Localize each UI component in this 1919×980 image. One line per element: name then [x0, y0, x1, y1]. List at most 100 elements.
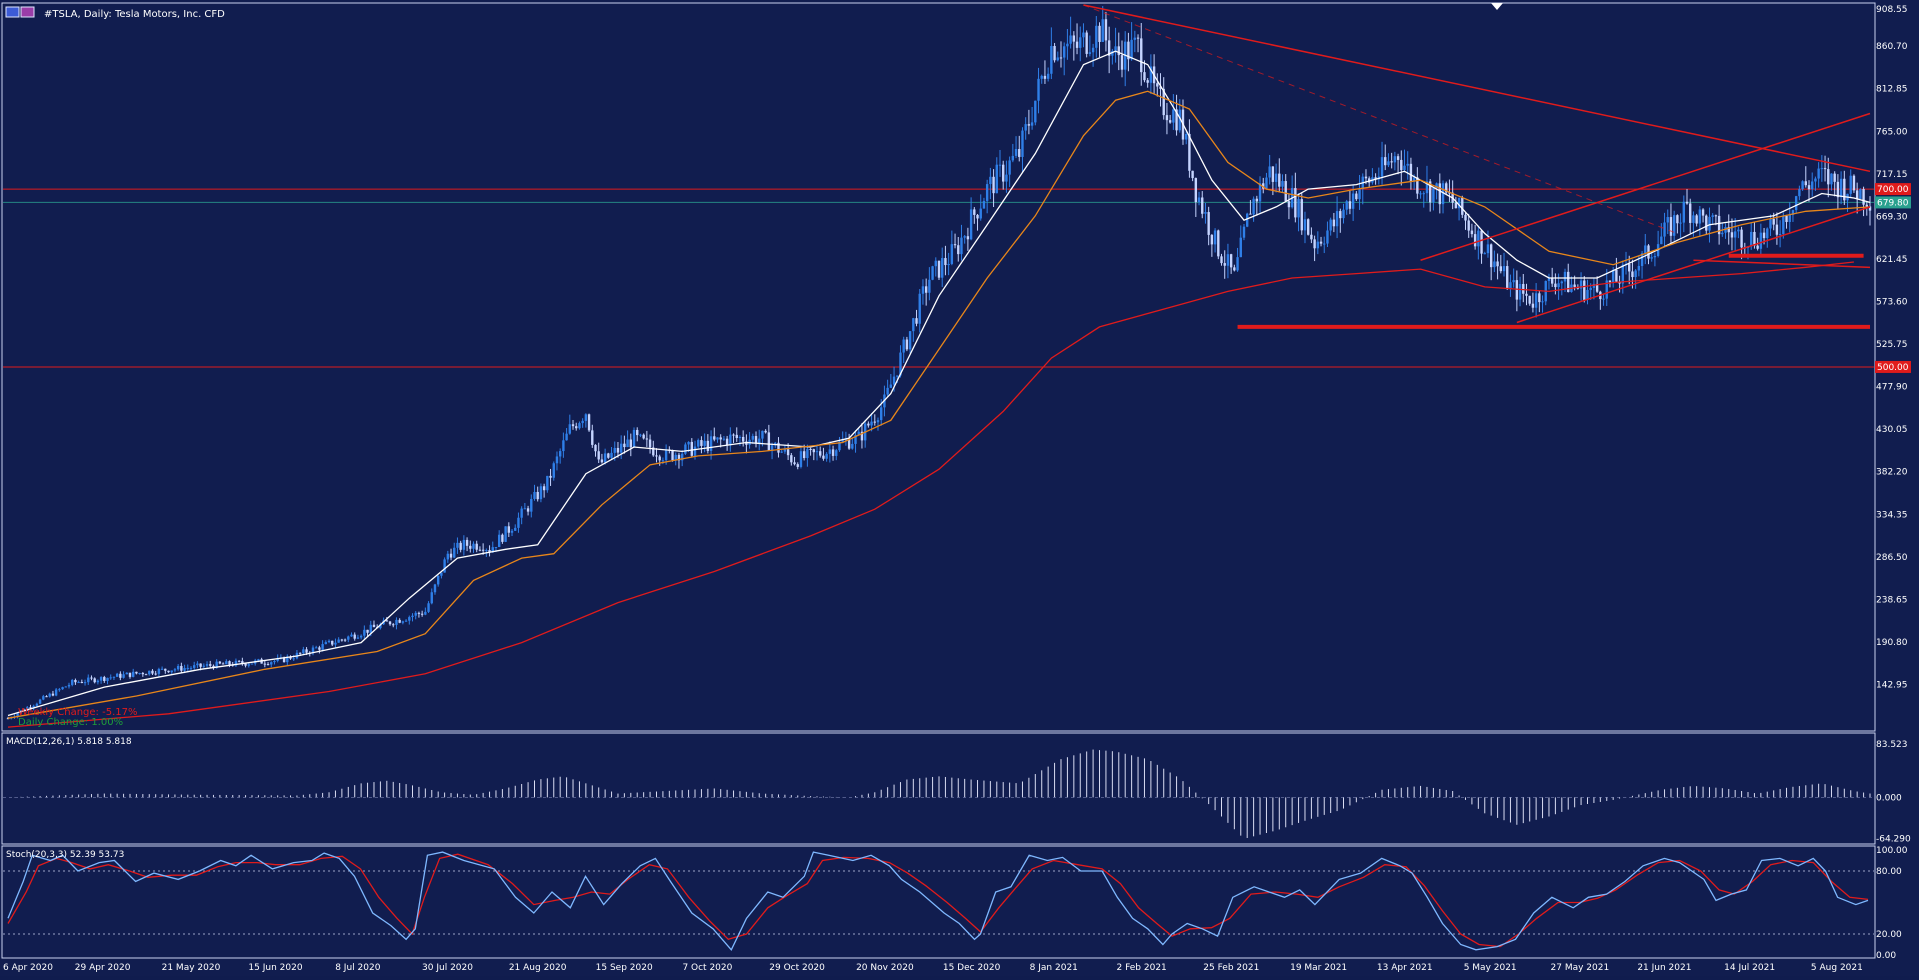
candle-body [918, 293, 921, 324]
candle-body [998, 164, 1002, 166]
candle-body [1422, 193, 1425, 195]
chart-shift-marker[interactable] [1491, 3, 1503, 10]
candle-body [706, 440, 710, 451]
candle-body [1573, 284, 1576, 287]
candle-body [1037, 78, 1040, 101]
candle-body [639, 434, 642, 436]
candle-body [1355, 193, 1358, 200]
level-price-tag-label: 500.00 [1877, 363, 1909, 373]
candle-body [1534, 293, 1538, 308]
candle-body [144, 674, 148, 676]
candle-body [1143, 72, 1146, 81]
candle-body [828, 449, 832, 454]
candle-body [218, 661, 222, 664]
candle-body [141, 673, 145, 675]
stoch-axis-label: 80.00 [1876, 867, 1902, 877]
candle-body [812, 449, 815, 453]
candle-body [45, 696, 48, 698]
candle-body [533, 491, 536, 499]
candle-body [176, 665, 180, 670]
candle-body [510, 530, 514, 533]
candle-body [446, 553, 450, 560]
candle-body [1156, 83, 1159, 87]
candle-body [1798, 189, 1801, 197]
candle-body [160, 668, 164, 670]
candle-body [725, 438, 729, 446]
chart-menu-icon[interactable] [5, 6, 20, 18]
candle-body [835, 450, 838, 456]
macd-title: MACD(12,26,1) 5.818 5.818 [6, 737, 132, 747]
candle-body [225, 661, 228, 665]
candle-body [237, 660, 241, 662]
candle-body [356, 637, 360, 639]
candle-body [1091, 47, 1095, 53]
candle-body [806, 448, 809, 459]
candle-body [1650, 257, 1653, 259]
current-price-tag [1875, 196, 1911, 209]
candle-body [594, 444, 597, 452]
candle-body [802, 451, 806, 459]
candle-body [1294, 188, 1297, 218]
candle-body [697, 440, 700, 447]
candle-body [196, 663, 199, 666]
candle-body [1676, 215, 1679, 224]
candle-body [1332, 219, 1336, 227]
candle-body [758, 438, 761, 444]
candle-body [1326, 230, 1329, 244]
candle-body [584, 414, 588, 421]
candle-body [35, 703, 39, 706]
candle-body [173, 669, 177, 671]
candle-body [1628, 263, 1631, 272]
candle-body [1839, 178, 1843, 198]
candle-body [1364, 176, 1368, 179]
candle-body [1602, 298, 1605, 300]
price-axis-label: 525.75 [1876, 340, 1908, 350]
candle-body [90, 677, 93, 679]
candle-body [1711, 215, 1714, 217]
candle-body [979, 208, 982, 219]
candle-body [1457, 197, 1461, 209]
candle-body [677, 454, 681, 461]
candle-body [449, 553, 453, 558]
candle-body [485, 550, 488, 552]
candle-body [796, 464, 799, 467]
candle-body [1210, 234, 1214, 245]
candle-body [122, 674, 125, 678]
candle-body [953, 244, 957, 246]
level-price-tag [1875, 183, 1911, 196]
candle-body [1621, 264, 1625, 284]
candle-body [1274, 173, 1278, 182]
candle-body [1050, 46, 1053, 74]
candle-body [1252, 198, 1255, 215]
candle-body [504, 526, 507, 542]
candle-body [1714, 215, 1718, 217]
candle-body [790, 455, 793, 463]
candle-body [398, 619, 401, 623]
candle-body [841, 440, 844, 442]
candle-body [809, 448, 812, 450]
candle-body [831, 449, 835, 456]
candle-body [1560, 281, 1564, 284]
candle-body [1766, 228, 1769, 239]
candle-body [1345, 201, 1348, 210]
candle-body [568, 424, 572, 434]
candle-body [1351, 193, 1355, 209]
candle-body [870, 421, 873, 426]
candle-body [1473, 234, 1477, 247]
candle-body [1101, 19, 1104, 42]
candle-body [1438, 183, 1442, 205]
candle-body [1127, 41, 1130, 60]
candle-body [96, 680, 100, 683]
candle-body [1258, 183, 1262, 202]
candle-body [770, 445, 774, 451]
candle-body [481, 549, 485, 551]
candle-body [1140, 38, 1143, 73]
candle-body [1213, 230, 1217, 245]
candle-body [1794, 196, 1798, 211]
candle-body [1589, 287, 1592, 290]
candle-body [1425, 181, 1429, 194]
candle-body [411, 615, 414, 618]
macd-axis-label: 0.000 [1876, 793, 1902, 803]
price-axis-label: 717.15 [1876, 170, 1908, 180]
